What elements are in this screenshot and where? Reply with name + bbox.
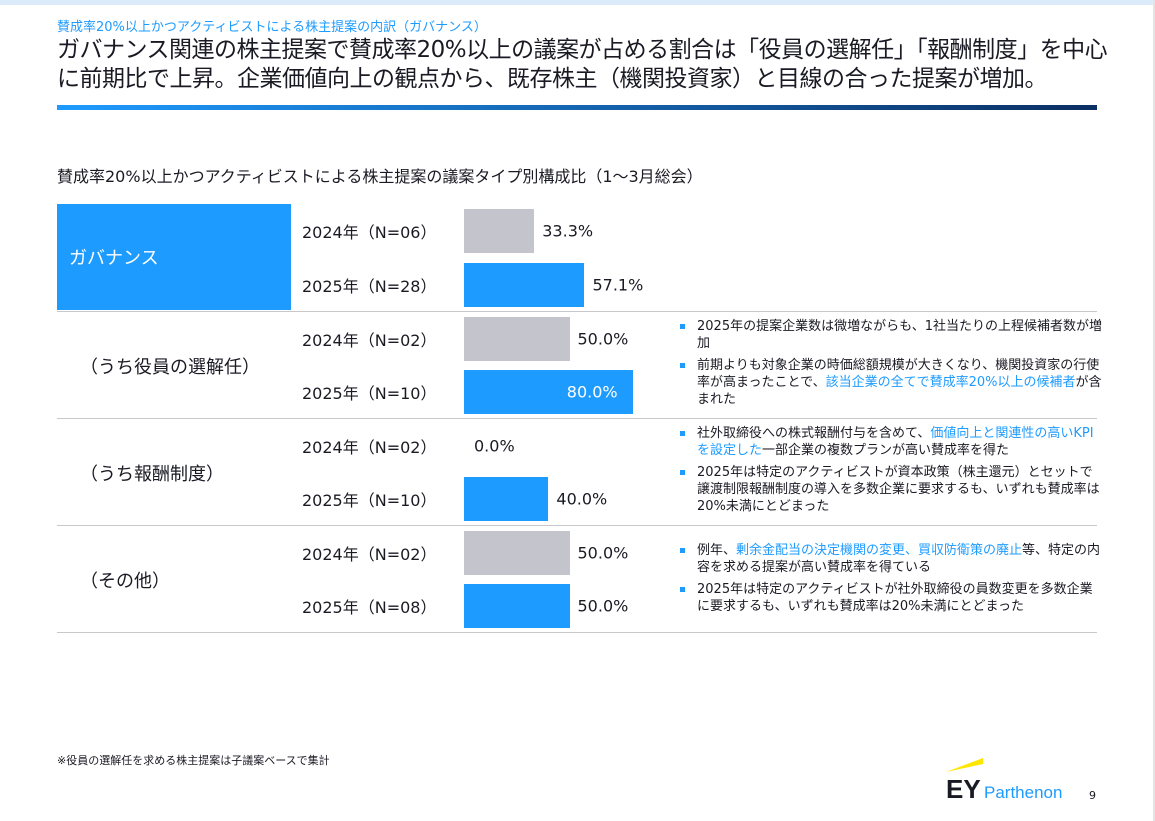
value-label: 57.1% — [592, 275, 644, 295]
bullet-text: 社外取締役への株式報酬付与を含めて、 — [697, 426, 931, 441]
value-label: 50.0% — [577, 329, 629, 349]
bullet-text: 例年、 — [697, 543, 737, 558]
bullet-text: が含まれた — [697, 375, 1102, 407]
bar-2025 — [464, 263, 585, 307]
bar-2024 — [464, 317, 570, 361]
logo-image: EY Parthenon — [946, 758, 1062, 804]
edge — [1153, 0, 1155, 821]
bullet-item: 例年、剰余金配当の決定機関の変更、買収防衛策の廃止等、特定の内容を求める提案が高… — [680, 542, 1102, 576]
title-underline — [57, 105, 1097, 110]
bar-2025 — [464, 584, 570, 628]
bar-2025 — [464, 370, 633, 414]
bullet-item: 2025年の提案企業数は微増ながらも、1社当たりの上程候補者数が増加 — [680, 318, 1102, 352]
group-label-governance: ガバナンス — [57, 204, 291, 310]
bullet-text: 等、特定の内容を求める提案が高い賛成率を得ている — [697, 543, 1101, 575]
row-label: 2024年（N=02） — [302, 545, 437, 564]
page-title: ガバナンス関連の株主提案で賛成率20%以上の議案が占める割合は「役員の選解任」「… — [57, 37, 1108, 92]
separator — [57, 632, 1097, 633]
separator — [57, 418, 1097, 419]
value-label: 50.0% — [577, 543, 629, 563]
bar-2024 — [464, 209, 535, 253]
value-label: 50.0% — [577, 596, 629, 616]
bullet-item: 前期よりも対象企業の時価総額規模が大きくなり、機関投資家の行使率が高まったことで… — [680, 357, 1102, 408]
separator — [57, 311, 1097, 312]
notes-group: 2025年の提案企業数は微増ながらも、1社当たりの上程候補者数が増加 前期よりも対… — [680, 318, 1102, 413]
value-label: 0.0% — [474, 436, 515, 456]
chart-title: 賛成率20%以上かつアクティビストによる株主提案の議案タイプ別構成比（1〜3月総… — [57, 167, 703, 186]
top-band — [0, 0, 1155, 5]
group-label: （その他） — [80, 570, 170, 592]
bullet-text: 2025年は特定のアクティビストが資本政策（株主還元）とセットで譲渡制限報酬制度… — [697, 465, 1100, 514]
highlight-text: 剰余金配当の決定機関の変更、買収防衛策の廃止 — [736, 543, 1023, 558]
page-number: 9 — [1089, 789, 1096, 802]
group-label: （うち役員の選解任） — [80, 356, 260, 378]
bullet-text: 一部企業の複数プランが高い賛成率を得た — [762, 443, 1010, 458]
bar-2025 — [464, 477, 549, 521]
svg-text:Parthenon: Parthenon — [984, 783, 1062, 802]
value-label: 40.0% — [556, 489, 608, 509]
bullet-text: 2025年は特定のアクティビストが社外取締役の員数変更を多数企業に要求するも、い… — [697, 582, 1093, 614]
row-label: 2024年（N=06） — [302, 223, 437, 242]
row-label: 2024年（N=02） — [302, 331, 437, 350]
notes-group: 社外取締役への株式報酬付与を含めて、価値向上と関連性の高いKPIを設定した一部企… — [680, 425, 1102, 520]
row-label: 2024年（N=02） — [302, 438, 437, 457]
ey-parthenon-logo: EY Parthenon — [946, 758, 1076, 806]
bullet-item: 2025年は特定のアクティビストが資本政策（株主還元）とセットで譲渡制限報酬制度… — [680, 464, 1102, 515]
row-label: 2025年（N=08） — [302, 598, 437, 617]
separator — [57, 525, 1097, 526]
bullet-item: 社外取締役への株式報酬付与を含めて、価値向上と関連性の高いKPIを設定した一部企… — [680, 425, 1102, 459]
footnote: ※役員の選解任を求める株主提案は子議案ベースで集計 — [57, 754, 330, 767]
value-label: 33.3% — [542, 221, 594, 241]
row-label: 2025年（N=10） — [302, 491, 437, 510]
bullet-text: 前期よりも対象企業の時価総額規模が大きくなり、機関投資家の行使率が高まったことで… — [697, 358, 1100, 390]
section-subtitle: 賛成率20%以上かつアクティビストによる株主提案の内訳（ガバナンス） — [57, 20, 487, 35]
highlight-text: 該当企業の全てで賛成率20%以上の候補者 — [825, 375, 1076, 390]
group-label: （うち報酬制度） — [80, 463, 224, 485]
bullet-text: 2025年の提案企業数は微増ながらも、1社当たりの上程候補者数が増加 — [697, 319, 1102, 351]
highlight-text: 価値向上と関連性の高いKPIを設定した — [697, 426, 1094, 458]
bar-2024 — [464, 531, 570, 575]
value-label: 80.0% — [566, 382, 618, 402]
row-label: 2025年（N=28） — [302, 277, 437, 296]
row-label: 2025年（N=10） — [302, 384, 437, 403]
svg-text:EY: EY — [946, 774, 981, 802]
bullet-item: 2025年は特定のアクティビストが社外取締役の員数変更を多数企業に要求するも、い… — [680, 581, 1102, 615]
notes-group: 例年、剰余金配当の決定機関の変更、買収防衛策の廃止等、特定の内容を求める提案が高… — [680, 542, 1102, 620]
